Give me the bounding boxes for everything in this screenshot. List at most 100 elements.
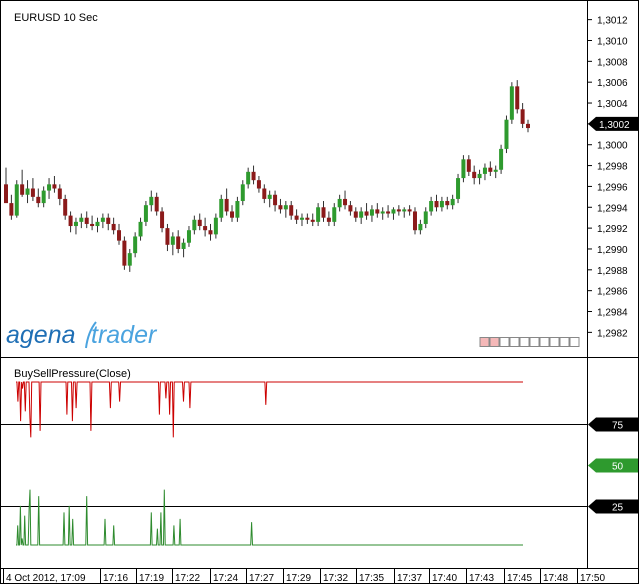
candle-up [509,86,514,120]
candle-down [434,201,439,208]
candle-down [224,198,229,212]
candle-up [477,173,482,179]
candle-down [9,203,14,216]
candle-up [391,209,396,214]
time-tick-label: 17:48 [543,573,568,584]
candle-up [192,219,197,231]
candle-up [213,217,218,235]
candle-up [181,242,186,249]
time-tick-label: 17:37 [397,573,422,584]
candle-up [143,205,148,222]
price-axis: 1,3012 1,3010 1,3008 1,3006 1,3004 1,3002 1,30… [588,16,628,339]
candle-down [488,167,493,172]
candle-up [418,223,423,231]
time-tick-label: 17:35 [359,573,384,584]
candle-up [149,196,154,206]
time-tick-label: 4 Oct 2012, 17:09 [6,573,86,584]
candle-down [68,215,73,227]
candle-up [219,198,224,218]
candle-down [278,205,283,210]
candle-up [299,217,304,220]
candle-down [386,211,391,214]
candle-up [25,188,30,195]
level-label: 25 [612,503,624,514]
candle-up [402,209,407,212]
pager-box[interactable] [499,337,510,347]
candle-down [165,228,170,245]
candle-down [111,223,116,231]
price-tick-label: 1,3006 [597,78,628,89]
indicator-lines [16,381,523,546]
candle-up [47,184,52,191]
price-tick-label: 1,3000 [597,141,628,152]
candle-up [316,207,321,222]
time-tick-label: 17:16 [103,573,128,584]
time-axis: 4 Oct 2012, 17:09 17:16 17:19 17:22 17:24 17:… [3,569,605,584]
pager-box[interactable] [489,337,500,347]
candle-down [396,209,401,212]
candle-up [95,221,100,227]
pager-box[interactable] [539,337,550,347]
logo-part2: trader [91,321,158,349]
candle-up [337,198,342,208]
candle-down [122,240,127,266]
pager-box[interactable] [509,337,520,347]
time-tick-label: 17:19 [139,573,164,584]
candle-down [466,159,471,172]
candle-down [326,217,331,222]
price-tick-label: 1,2982 [597,328,628,339]
candle-up [73,221,78,227]
chart-pager[interactable] [479,337,580,347]
pager-box[interactable] [559,337,570,347]
price-tick-label: 1,3008 [597,57,628,68]
candle-up [79,217,84,222]
instrument-label: EURUSD 10 Sec [14,12,98,24]
candle-up [450,198,455,206]
level-marker-75 [588,417,638,432]
candle-up [100,217,105,222]
candle-up [283,205,288,210]
level-label: 75 [612,421,624,432]
candle-up [423,211,428,224]
pager-box[interactable] [479,337,490,347]
candle-down [63,198,68,216]
candle-down [36,196,41,204]
level-label: 50 [612,462,624,473]
pager-box[interactable] [519,337,530,347]
price-tick-label: 1,2986 [597,287,628,298]
price-tick-label: 1,2984 [597,308,628,319]
candle-down [348,205,353,212]
candle-up [493,169,498,172]
price-tick-label: 1,2996 [597,182,628,193]
candle-down [154,196,159,212]
candle-down [310,219,315,222]
candle-up [429,201,434,212]
candle-down [256,180,261,189]
candle-down [106,217,111,224]
price-tick-label: 1,2992 [597,224,628,235]
price-tick-label: 1,2988 [597,266,628,277]
pager-box[interactable] [549,337,560,347]
pager-box[interactable] [569,337,580,347]
candle-down [230,211,235,218]
candle-up [380,211,385,214]
candle-down [90,223,95,227]
candle-down [251,171,256,181]
candle-down [208,230,213,235]
candle-down [375,209,380,214]
time-tick-label: 17:43 [469,573,494,584]
time-tick-label: 17:40 [432,573,457,584]
price-tick-label: 1,2998 [597,162,628,173]
time-tick-label: 17:27 [249,573,274,584]
candle-up [359,211,364,218]
candle-down [84,217,89,224]
candle-up [186,230,191,243]
price-tick-label: 1,2994 [597,203,628,214]
pager-box[interactable] [529,337,540,347]
logo-part1: agena [6,321,76,349]
price-tick-label: 1,3010 [597,36,628,47]
logo-slash-icon [85,321,97,349]
candle-down [412,211,417,231]
